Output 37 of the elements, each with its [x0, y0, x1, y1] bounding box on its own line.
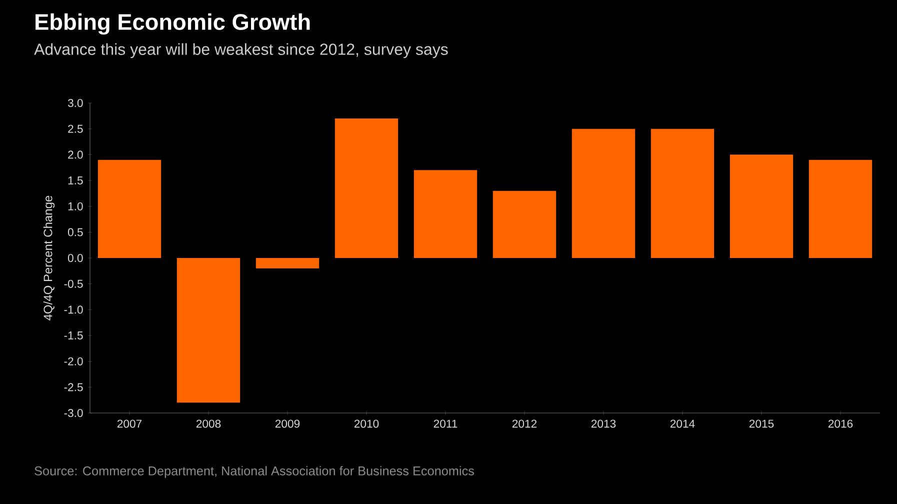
x-tick-label: 2008	[196, 420, 221, 428]
x-tick-label: 2014	[670, 420, 695, 428]
y-tick-label: 3.0	[68, 99, 83, 108]
y-tick-label: 0.0	[68, 254, 83, 262]
source-note: Source: Commerce Department, National Association for Business Economics	[34, 466, 474, 478]
x-tick-label: 2007	[117, 420, 142, 428]
y-tick-label: -3.0	[64, 408, 83, 418]
bar	[98, 160, 162, 258]
y-axis-title: 4Q/4Q Percent Change	[43, 196, 55, 320]
x-tick-label: 2013	[591, 420, 616, 428]
chart-title: Ebbing Economic Growth	[36, 13, 310, 35]
y-tick-label: 2.0	[68, 150, 83, 159]
y-tick-label: -1.5	[64, 332, 83, 340]
bar	[176, 258, 240, 403]
bar	[492, 190, 556, 258]
y-tick-label: -1.0	[64, 306, 83, 314]
x-tick-label: 2012	[512, 420, 537, 428]
y-tick-label: -2.5	[64, 383, 83, 392]
y-tick-label: -2.0	[64, 357, 83, 366]
y-tick-label: 1.5	[68, 176, 83, 184]
x-tick-label: 2016	[828, 420, 853, 428]
y-tick-label: 1.0	[68, 202, 83, 210]
y-tick-label: 2.5	[68, 124, 83, 133]
bar	[650, 128, 714, 258]
bar	[808, 160, 872, 258]
bar	[414, 170, 478, 258]
x-tick-label: 2010	[354, 420, 379, 428]
bar	[572, 128, 636, 258]
bar	[256, 258, 320, 268]
x-tick-label: 2011	[434, 420, 458, 428]
y-tick-label: -0.5	[64, 280, 83, 288]
bar	[730, 154, 794, 258]
bar	[334, 118, 398, 258]
x-tick-label: 2009	[275, 420, 300, 428]
y-tick-label: 0.5	[68, 228, 83, 236]
x-tick-label: 2015	[749, 420, 774, 428]
chart-subtitle: Advance this year will be weakest since 2012, survey says	[34, 43, 448, 58]
